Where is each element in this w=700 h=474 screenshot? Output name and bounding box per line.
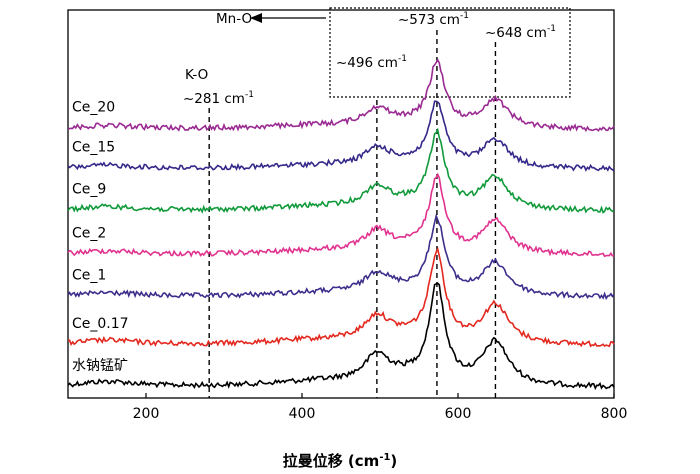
series-line-1 (67, 246, 615, 348)
mn-o-arrow-head-icon (250, 13, 262, 23)
annotation-496: ~496 cm-1 (336, 54, 407, 71)
series-group (67, 58, 615, 391)
series-label-4: Ce_9 (72, 182, 106, 198)
annotation-k-o: K-O (185, 67, 208, 83)
x-tick-label-400: 400 (289, 406, 316, 422)
series-label-6: Ce_20 (72, 100, 115, 116)
series-line-0 (67, 282, 615, 391)
series-line-4 (67, 127, 615, 214)
reference-lines (208, 30, 497, 398)
annotation-648: ~648 cm-1 (485, 24, 556, 41)
series-label-5: Ce_15 (72, 140, 115, 156)
series-line-3 (67, 172, 615, 258)
annotation-281: ~281 cm-1 (183, 90, 254, 107)
x-tick-label-600: 600 (445, 406, 472, 422)
series-line-5 (67, 100, 615, 172)
mn-o-region-box (329, 7, 571, 98)
series-label-1: Ce_0.17 (72, 316, 129, 332)
series-label-2: Ce_1 (72, 268, 106, 284)
x-tick-label-200: 200 (133, 406, 160, 422)
annotation-573: ~573 cm-1 (398, 11, 469, 28)
series-labels: 水钠锰矿 Ce_0.17 Ce_1 Ce_2 Ce_9 Ce_15 Ce_20 (72, 100, 129, 374)
series-label-3: Ce_2 (72, 226, 106, 242)
series-label-0: 水钠锰矿 (72, 358, 128, 374)
x-axis-title: 拉曼位移 (cm-1) (283, 452, 398, 470)
series-line-2 (67, 213, 615, 301)
plot-frame (67, 9, 615, 399)
x-tick-label-800: 800 (601, 406, 628, 422)
series-line-6 (68, 58, 615, 133)
x-axis-ticks: 200 400 600 800 (133, 393, 628, 422)
annotation-mn-o: Mn-O (216, 11, 252, 27)
